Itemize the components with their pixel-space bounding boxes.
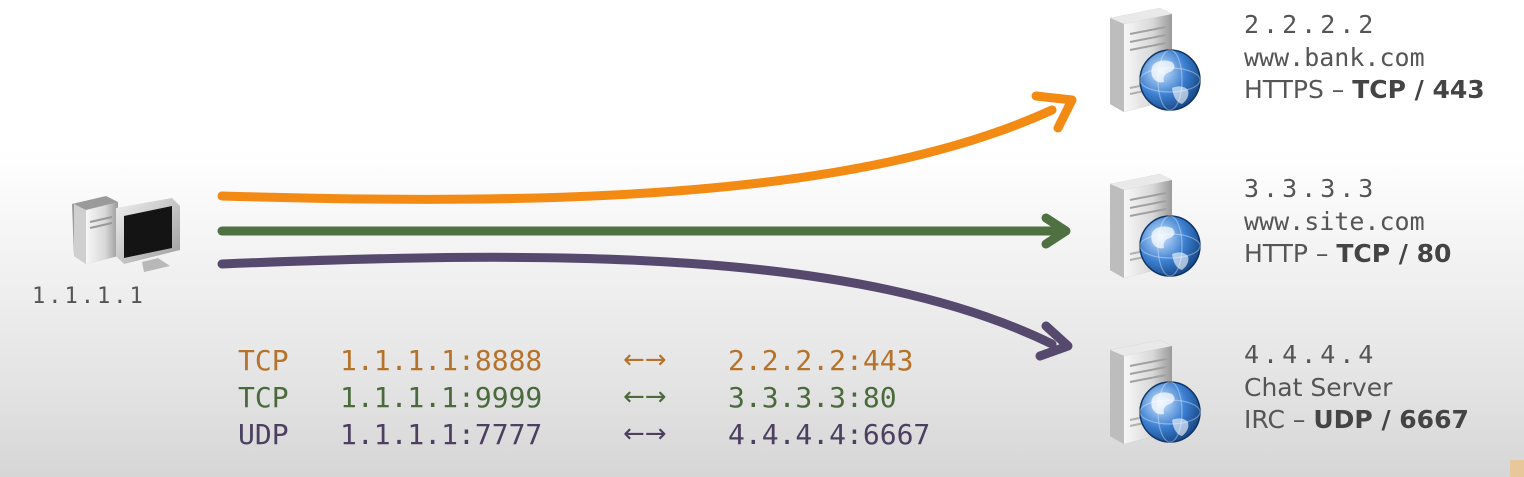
web-server-globe-icon	[1109, 339, 1201, 445]
server-service: IRC – UDP / 6667	[1244, 404, 1469, 436]
desktop-computer-icon	[72, 196, 180, 272]
connection-source: 1.1.1.1:8888	[340, 344, 543, 377]
connection-protocol: TCP	[238, 344, 289, 377]
server-host: www.bank.com	[1244, 43, 1425, 72]
connection-protocol: UDP	[238, 418, 289, 451]
web-server-globe-icon	[1109, 173, 1201, 279]
server-ip: 2.2.2.2	[1244, 10, 1378, 39]
service-protocol-port: UDP / 6667	[1313, 405, 1469, 434]
server-label-site: 3.3.3.3 www.site.com HTTP – TCP / 80	[1244, 172, 1451, 270]
service-protocol-port: TCP / 443	[1352, 75, 1485, 104]
flow-arrow-http	[217, 213, 1071, 249]
connection-destination: 4.4.4.4:6667	[728, 418, 931, 451]
server-label-chat: 4.4.4.4 Chat Server IRC – UDP / 6667	[1244, 338, 1469, 436]
corner-overlay	[1510, 460, 1524, 477]
server-ip: 3.3.3.3	[1244, 174, 1378, 203]
web-server-globe-icon	[1109, 7, 1201, 113]
service-name: IRC –	[1244, 405, 1314, 434]
server-host: Chat Server	[1244, 373, 1393, 402]
service-name: HTTPS –	[1244, 75, 1353, 104]
service-name: HTTP –	[1244, 239, 1337, 268]
server-service: HTTP – TCP / 80	[1244, 238, 1451, 270]
server-service: HTTPS – TCP / 443	[1244, 74, 1485, 106]
client-ip-label: 1.1.1.1	[32, 284, 146, 309]
connection-destination: 2.2.2.2:443	[728, 344, 914, 377]
connection-destination: 3.3.3.3:80	[728, 381, 897, 414]
connection-protocol: TCP	[238, 381, 289, 414]
connection-source: 1.1.1.1:9999	[340, 381, 543, 414]
server-label-bank: 2.2.2.2 www.bank.com HTTPS – TCP / 443	[1244, 8, 1485, 106]
flow-arrow-https	[217, 91, 1077, 204]
bidirectional-arrow: ←→	[623, 382, 667, 412]
bidirectional-arrow: ←→	[623, 345, 667, 375]
flow-arrow-irc	[217, 252, 1073, 361]
server-ip: 4.4.4.4	[1244, 340, 1378, 369]
connection-source: 1.1.1.1:7777	[340, 418, 543, 451]
service-protocol-port: TCP / 80	[1336, 239, 1452, 268]
bidirectional-arrow: ←→	[623, 419, 667, 449]
server-host: www.site.com	[1244, 207, 1425, 236]
